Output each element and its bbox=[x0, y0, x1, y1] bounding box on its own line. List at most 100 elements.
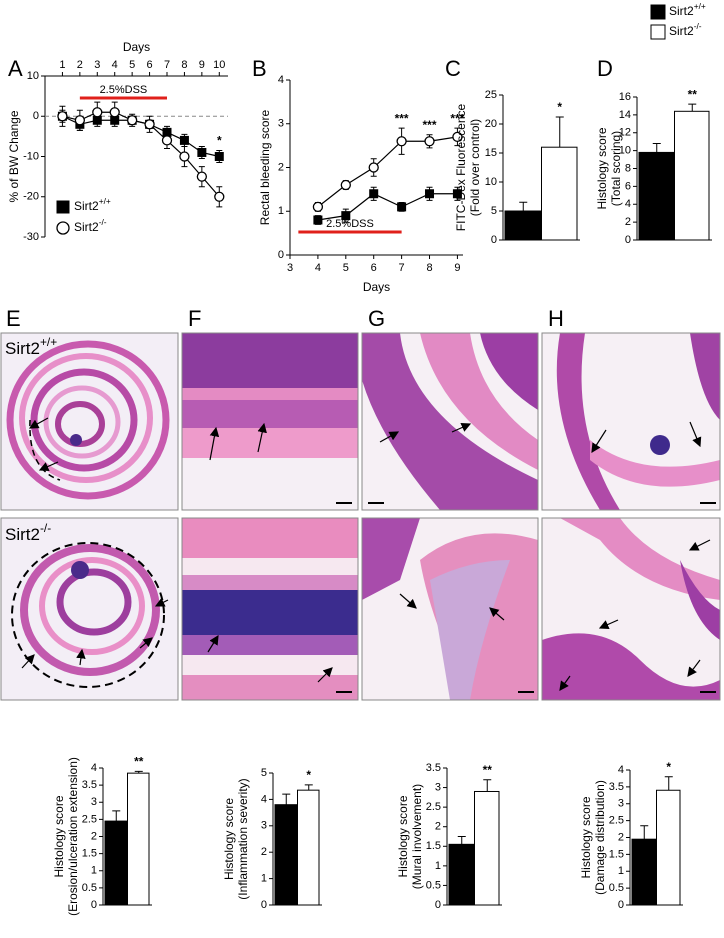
y-tick-label: 3 bbox=[618, 798, 624, 810]
marker bbox=[196, 171, 208, 182]
y-tick-label: 10 bbox=[485, 176, 497, 188]
bar bbox=[674, 110, 710, 241]
panel-letter: A bbox=[8, 56, 23, 81]
image-h-bottom bbox=[542, 518, 720, 700]
y-tick-label: -30 bbox=[23, 231, 39, 243]
marker bbox=[341, 211, 351, 221]
row-label: Sirt2+/+ bbox=[5, 335, 57, 358]
y-tick-label: 2.5 bbox=[609, 815, 624, 827]
significance: * bbox=[666, 760, 671, 774]
bar bbox=[297, 789, 320, 906]
x-tick-label: 10 bbox=[213, 59, 225, 71]
significance: ** bbox=[134, 755, 144, 769]
treatment-label: 2.5%DSS bbox=[100, 84, 148, 96]
bar bbox=[504, 210, 541, 241]
legend-swatch bbox=[650, 24, 666, 40]
y-tick-label: 4 bbox=[278, 74, 284, 86]
y-tick-label: 2 bbox=[435, 821, 441, 833]
image-f-top bbox=[182, 333, 358, 510]
y-tick-label: 3 bbox=[278, 118, 284, 130]
marker bbox=[197, 147, 207, 157]
y-tick-label: 5 bbox=[491, 205, 497, 217]
y-tick-label: 0 bbox=[278, 249, 284, 261]
x-axis-label: Days bbox=[123, 40, 150, 54]
bar bbox=[631, 838, 656, 906]
y-tick-label: 0.5 bbox=[82, 882, 97, 894]
y-axis-label: Histology score bbox=[595, 127, 609, 209]
marker bbox=[397, 202, 407, 212]
bar bbox=[541, 146, 578, 241]
x-tick-label: 8 bbox=[181, 59, 187, 71]
x-tick-label: 5 bbox=[343, 262, 349, 274]
panel-letter: D bbox=[597, 56, 613, 81]
marker bbox=[144, 119, 155, 130]
marker bbox=[179, 135, 189, 145]
legend-marker bbox=[56, 200, 70, 214]
marker bbox=[369, 189, 379, 199]
error-bar bbox=[688, 103, 697, 112]
y-tick-label: 0.5 bbox=[609, 882, 624, 894]
y-tick-label: 0 bbox=[261, 899, 267, 911]
x-tick-label: 4 bbox=[315, 262, 321, 274]
legend-label: Sirt2-/- bbox=[669, 21, 702, 38]
error-bar bbox=[519, 201, 528, 211]
y-tick-label: 10 bbox=[619, 145, 631, 157]
y-tick-label: 16 bbox=[619, 91, 631, 103]
y-tick-label: 2 bbox=[625, 216, 631, 228]
y-axis-label: Histology score bbox=[222, 798, 236, 880]
y-tick-label: 3.5 bbox=[609, 781, 624, 793]
y-tick-label: 10 bbox=[27, 70, 39, 82]
error-bar bbox=[282, 793, 291, 805]
error-bar bbox=[112, 810, 121, 822]
legend-marker bbox=[56, 221, 70, 235]
marker bbox=[452, 189, 462, 199]
y-tick-label: 8 bbox=[625, 162, 631, 174]
x-tick-label: 6 bbox=[371, 262, 377, 274]
y-tick-label: 4 bbox=[618, 764, 624, 776]
y-axis-label: % of BW Change bbox=[7, 110, 21, 202]
marker bbox=[312, 201, 324, 213]
error-bar bbox=[483, 779, 492, 792]
x-tick-label: 7 bbox=[399, 262, 405, 274]
y-tick-label: 12 bbox=[619, 127, 631, 139]
y-tick-label: 0.5 bbox=[426, 879, 441, 891]
bar bbox=[638, 151, 674, 241]
significance: * bbox=[217, 134, 222, 148]
x-axis-label: Days bbox=[363, 280, 390, 294]
x-tick-label: 3 bbox=[94, 59, 100, 71]
legend-swatch bbox=[650, 4, 666, 20]
x-tick-label: 3 bbox=[287, 262, 293, 274]
y-tick-label: 0 bbox=[491, 234, 497, 246]
histology-images bbox=[0, 332, 721, 701]
y-tick-label: 1 bbox=[618, 865, 624, 877]
image-h-top bbox=[542, 333, 720, 510]
bar bbox=[474, 790, 500, 906]
y-tick-label: 4 bbox=[625, 198, 631, 210]
y-tick-label: 0 bbox=[33, 110, 39, 122]
error-bar bbox=[304, 784, 313, 791]
y-tick-label: 0 bbox=[435, 899, 441, 911]
y-tick-label: 2.5 bbox=[82, 813, 97, 825]
significance: *** bbox=[423, 118, 437, 132]
bar bbox=[448, 843, 474, 906]
y-tick-label: 2 bbox=[278, 161, 284, 173]
y-tick-label: 1 bbox=[261, 873, 267, 885]
legend-label: Sirt2+/+ bbox=[669, 1, 706, 18]
significance: ** bbox=[688, 87, 698, 101]
y-axis-label: (Fold over control) bbox=[468, 119, 482, 216]
y-tick-label: 14 bbox=[619, 109, 631, 121]
panel-letter: B bbox=[252, 56, 267, 81]
y-tick-label: 3 bbox=[261, 820, 267, 832]
y-axis-label: (Mural involvement) bbox=[410, 784, 424, 889]
row-label: Sirt2-/- bbox=[5, 521, 51, 544]
bar bbox=[104, 820, 127, 906]
y-tick-label: 20 bbox=[485, 118, 497, 130]
y-tick-label: 1.5 bbox=[609, 848, 624, 860]
y-tick-label: 6 bbox=[625, 180, 631, 192]
y-tick-label: 4 bbox=[261, 793, 267, 805]
y-axis-label: (Damage distribution) bbox=[593, 780, 607, 895]
panel-letter: F bbox=[188, 306, 201, 331]
y-axis-label: Histology score bbox=[396, 795, 410, 877]
